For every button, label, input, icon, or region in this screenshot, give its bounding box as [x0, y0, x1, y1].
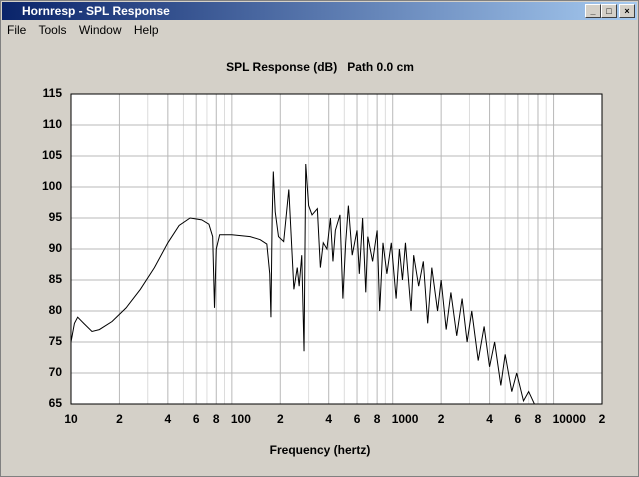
x-tick-label: 6: [354, 412, 361, 426]
x-tick-label: 4: [325, 412, 332, 426]
y-tick-label: 110: [43, 117, 63, 131]
x-tick-label: 2: [599, 412, 606, 426]
menu-item[interactable]: Tools: [38, 23, 67, 37]
close-button[interactable]: ×: [619, 4, 635, 18]
x-tick-label: 1000: [392, 412, 419, 426]
y-tick-label: 115: [43, 86, 63, 100]
x-tick-label: 4: [486, 412, 493, 426]
minimize-button[interactable]: _: [585, 4, 601, 18]
y-tick-label: 90: [49, 241, 63, 255]
menu-item[interactable]: File: [7, 23, 27, 37]
y-tick-label: 80: [49, 303, 63, 317]
x-tick-label: 6: [515, 412, 522, 426]
y-tick-label: 75: [49, 334, 63, 348]
x-tick-label: 8: [213, 412, 220, 426]
x-tick-label: 10000: [553, 412, 587, 426]
y-tick-label: 100: [42, 179, 62, 193]
x-tick-label: 2: [116, 412, 123, 426]
plot-border: [70, 93, 603, 405]
y-tick-label: 95: [49, 210, 63, 224]
response-line: [71, 164, 535, 404]
x-tick-label: 6: [193, 412, 200, 426]
x-tick-label: 4: [165, 412, 172, 426]
window-title: Hornresp - SPL Response: [22, 4, 170, 18]
title-bar: Hornresp - SPL Response _ □ ×: [2, 2, 637, 20]
x-axis-label: Frequency (hertz): [270, 443, 371, 457]
y-tick-label: 105: [42, 148, 62, 162]
x-tick-label: 2: [438, 412, 445, 426]
menu-item[interactable]: Window: [78, 23, 122, 37]
maximize-button[interactable]: □: [601, 4, 617, 18]
chart-title: SPL Response (dB) Path 0.0 cm: [226, 60, 414, 74]
x-tick-label: 2: [277, 412, 284, 426]
menu-item[interactable]: Help: [133, 23, 159, 37]
x-tick-label: 8: [535, 412, 542, 426]
x-tick-label: 8: [374, 412, 381, 426]
y-tick-label: 85: [49, 272, 63, 286]
menu-bar: File Tools Window Help: [1, 21, 638, 39]
y-tick-label: 70: [49, 365, 63, 379]
y-tick-label: 65: [49, 396, 63, 410]
x-tick-label: 10: [64, 412, 78, 426]
x-tick-label: 100: [231, 412, 251, 426]
